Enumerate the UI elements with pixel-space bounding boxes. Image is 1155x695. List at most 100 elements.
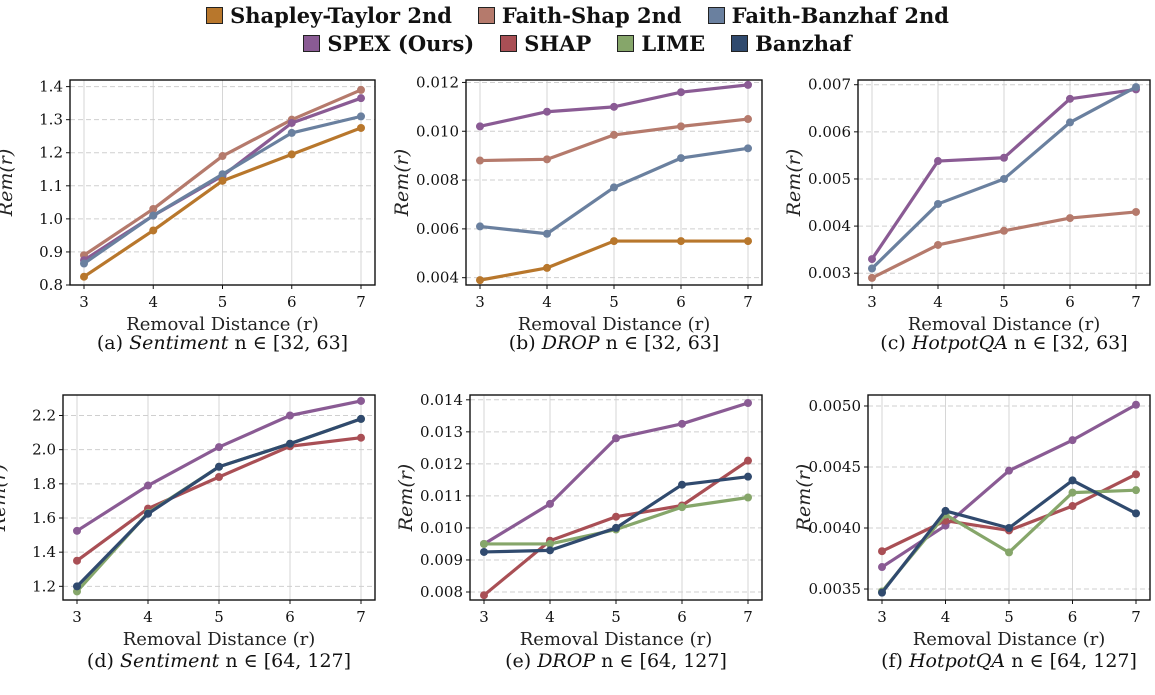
data-point bbox=[357, 85, 365, 94]
legend-label: Banzhaf bbox=[755, 31, 852, 56]
x-tick-label: 5 bbox=[218, 293, 228, 311]
legend-row-1: Shapley-Taylor 2nd Faith-Shap 2nd Faith-… bbox=[0, 3, 1155, 28]
data-point bbox=[215, 443, 223, 452]
caption-range: n ∈ [64, 127] bbox=[1005, 650, 1137, 672]
data-point bbox=[543, 229, 551, 238]
data-point bbox=[1068, 488, 1077, 497]
data-point bbox=[744, 493, 752, 502]
data-point bbox=[612, 434, 620, 443]
caption-dataset: HotpotQA bbox=[911, 332, 1008, 354]
data-point bbox=[286, 411, 294, 420]
y-tick-label: 0.004 bbox=[808, 217, 851, 235]
data-point bbox=[73, 556, 81, 565]
caption-prefix: (e) bbox=[505, 650, 538, 672]
data-point bbox=[476, 276, 484, 285]
data-point bbox=[543, 107, 551, 116]
data-point bbox=[286, 439, 294, 448]
x-tick-label: 7 bbox=[356, 608, 366, 626]
x-axis-label: Removal Distance (r) bbox=[123, 629, 316, 650]
data-point bbox=[868, 273, 876, 282]
y-tick-label: 1.2 bbox=[39, 144, 63, 162]
x-tick-label: 6 bbox=[287, 293, 297, 311]
x-tick-label: 3 bbox=[877, 608, 887, 626]
data-point bbox=[1132, 400, 1140, 409]
data-point bbox=[1000, 153, 1008, 162]
data-point bbox=[1132, 207, 1140, 216]
data-point bbox=[357, 112, 365, 121]
legend-item-spex: SPEX (Ours) bbox=[303, 31, 474, 56]
y-tick-label: 1.4 bbox=[39, 78, 63, 96]
y-tick-label: 0.009 bbox=[420, 551, 463, 569]
data-point bbox=[677, 154, 685, 163]
y-tick-label: 0.014 bbox=[420, 391, 463, 409]
data-point bbox=[80, 272, 88, 281]
caption-range: n ∈ [32, 63] bbox=[228, 332, 349, 354]
data-point bbox=[744, 80, 752, 89]
x-axis-label: Removal Distance (r) bbox=[908, 314, 1101, 335]
x-tick-label: 5 bbox=[1004, 608, 1014, 626]
x-tick-label: 5 bbox=[999, 293, 1009, 311]
y-axis-label: Rem(r) bbox=[793, 464, 815, 532]
data-point bbox=[218, 176, 227, 185]
data-point bbox=[144, 509, 152, 518]
data-point bbox=[357, 396, 365, 405]
caption-a: (a) Sentiment n ∈ [32, 63] bbox=[33, 332, 413, 354]
data-point bbox=[1132, 486, 1140, 495]
y-tick-label: 1.8 bbox=[32, 475, 56, 493]
data-point bbox=[480, 539, 488, 548]
data-point bbox=[1132, 83, 1140, 92]
data-point bbox=[476, 222, 484, 231]
y-tick-label: 0.006 bbox=[808, 123, 851, 141]
legend-swatch bbox=[206, 7, 224, 24]
legend-item-faith-banzhaf: Faith-Banzhaf 2nd bbox=[707, 3, 949, 28]
data-point bbox=[1132, 470, 1140, 479]
data-point bbox=[1005, 548, 1013, 557]
data-point bbox=[546, 539, 554, 548]
data-point bbox=[1005, 466, 1013, 475]
data-point bbox=[1066, 94, 1074, 103]
data-point bbox=[678, 480, 686, 489]
caption-range: n ∈ [64, 127] bbox=[595, 650, 727, 672]
x-tick-label: 5 bbox=[214, 608, 224, 626]
x-tick-label: 3 bbox=[479, 608, 489, 626]
legend-item-shap: SHAP bbox=[500, 31, 591, 56]
x-tick-label: 7 bbox=[1131, 608, 1141, 626]
legend-swatch bbox=[707, 7, 725, 24]
y-tick-label: 0.010 bbox=[420, 519, 463, 537]
data-point bbox=[934, 157, 942, 166]
y-tick-label: 0.010 bbox=[416, 122, 459, 140]
y-axis-label: Rem(r) bbox=[0, 464, 10, 532]
legend-swatch bbox=[477, 7, 495, 24]
y-tick-label: 1.3 bbox=[39, 111, 63, 129]
data-point bbox=[878, 588, 886, 597]
y-tick-label: 0.0045 bbox=[809, 458, 862, 476]
caption-d: (d) Sentiment n ∈ [64, 127] bbox=[29, 650, 409, 672]
y-tick-label: 0.0050 bbox=[809, 397, 862, 415]
data-point bbox=[218, 152, 227, 161]
y-tick-label: 0.0035 bbox=[809, 580, 862, 598]
data-point bbox=[357, 123, 365, 132]
x-tick-label: 6 bbox=[676, 293, 686, 311]
y-tick-label: 1.2 bbox=[32, 577, 56, 595]
data-point bbox=[1068, 502, 1077, 511]
y-tick-label: 1.1 bbox=[39, 177, 63, 195]
data-point bbox=[218, 170, 227, 179]
data-point bbox=[941, 506, 950, 515]
y-tick-label: 0.013 bbox=[420, 423, 463, 441]
data-point bbox=[744, 144, 752, 153]
y-tick-label: 0.005 bbox=[808, 170, 851, 188]
caption-prefix: (d) bbox=[86, 650, 120, 672]
legend-label: Faith-Shap 2nd bbox=[501, 3, 682, 28]
data-point bbox=[878, 563, 886, 572]
legend-label: LIME bbox=[641, 31, 706, 56]
data-point bbox=[934, 240, 942, 249]
x-tick-label: 4 bbox=[542, 293, 552, 311]
data-point bbox=[678, 419, 686, 428]
y-tick-label: 0.007 bbox=[808, 76, 851, 94]
x-tick-label: 7 bbox=[356, 293, 366, 311]
caption-dataset: Sentiment bbox=[119, 650, 220, 672]
caption-prefix: (a) bbox=[96, 332, 130, 354]
y-axis-label: Rem(r) bbox=[783, 149, 805, 217]
data-point bbox=[744, 237, 752, 246]
legend: Shapley-Taylor 2nd Faith-Shap 2nd Faith-… bbox=[0, 0, 1155, 62]
